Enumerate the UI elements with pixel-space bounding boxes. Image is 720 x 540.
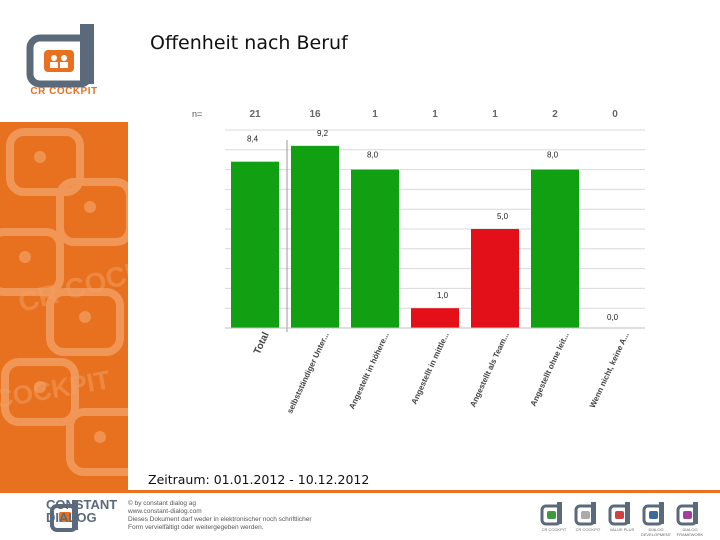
data-label: 0,0	[607, 313, 619, 322]
brand-line-1: CONSTANT	[46, 497, 118, 512]
logo-text: CR COCKPIT	[30, 86, 98, 97]
product-icon-label: DIALOG DEVELOPMENT	[640, 527, 672, 537]
bar	[351, 169, 399, 328]
svg-text:CR COCK: CR COCK	[15, 254, 128, 318]
product-icon-label: DIALOG FRAMEWORK	[676, 527, 704, 537]
product-icon	[676, 500, 704, 526]
bar	[531, 169, 579, 328]
sidebar: CR COCKPIT CR COCK COCKPIT	[0, 0, 128, 490]
data-label: 1,0	[437, 291, 449, 300]
data-label: 9,2	[317, 129, 329, 138]
bar	[471, 229, 519, 328]
n-value: 1	[492, 109, 498, 120]
sidebar-decoration: CR COCK COCKPIT	[0, 122, 128, 490]
product-icon	[642, 500, 670, 526]
product-icon	[540, 500, 568, 526]
data-label: 5,0	[497, 212, 509, 221]
data-label: 8,4	[247, 135, 259, 144]
product-icons: CR COCKPIT CR COCKPIT VALUE PLUS DIALOG DEV…	[540, 500, 716, 537]
category-label: Angestellt in höhere...	[347, 331, 390, 411]
product-icon	[608, 500, 636, 526]
category-label: Total	[252, 330, 272, 356]
data-label: 8,0	[367, 151, 379, 160]
n-label: n=	[192, 109, 202, 119]
category-label: Angestellt ohne leit...	[529, 331, 571, 408]
n-value: 0	[612, 109, 618, 120]
copyright-line: © by constant dialog ag	[128, 500, 197, 507]
bar	[411, 308, 459, 328]
n-value: 21	[249, 109, 261, 120]
product-icon-label: CR COCKPIT	[541, 527, 567, 532]
brand-name: CONSTANT DIALOG	[46, 498, 117, 524]
copyright-line: www.constant-dialog.com	[128, 508, 202, 515]
cr-cockpit-logo-icon	[26, 24, 94, 88]
page-title: Offenheit nach Beruf	[150, 32, 348, 54]
data-label: 8,0	[547, 151, 559, 160]
copyright-line: Form vervielfältigt oder weitergegeben w…	[128, 524, 264, 531]
copyright-notice: © by constant dialog ag www.constant-dia…	[128, 500, 408, 532]
n-value: 1	[432, 109, 438, 120]
footer-divider	[0, 490, 720, 493]
brand-line-2: DIALOG	[46, 510, 97, 525]
product-icon-label: VALUE PLUS	[609, 527, 635, 532]
bar	[231, 161, 279, 328]
category-label: Wenn nicht, keine A...	[588, 331, 631, 409]
n-value: 16	[309, 109, 321, 120]
category-label: Angestellt in mittle...	[410, 331, 451, 406]
category-label: Angestellt als Team...	[468, 331, 510, 408]
product-icon	[574, 500, 602, 526]
n-value: 2	[552, 109, 558, 120]
category-label: selbstständiger Unter...	[285, 331, 331, 415]
bar	[291, 145, 339, 328]
footer	[0, 490, 720, 540]
n-value: 1	[372, 109, 378, 120]
sidebar-pattern-icon: CR COCK COCKPIT	[0, 128, 128, 476]
period-label: Zeitraum: 01.01.2012 - 10.12.2012	[148, 472, 370, 487]
product-icon-label: CR COCKPIT	[575, 527, 601, 532]
copyright-line: Dieses Dokument darf weder in elektronis…	[128, 516, 312, 523]
constant-dialog-logo-icon	[50, 500, 78, 532]
svg-text:COCKPIT: COCKPIT	[0, 364, 112, 414]
